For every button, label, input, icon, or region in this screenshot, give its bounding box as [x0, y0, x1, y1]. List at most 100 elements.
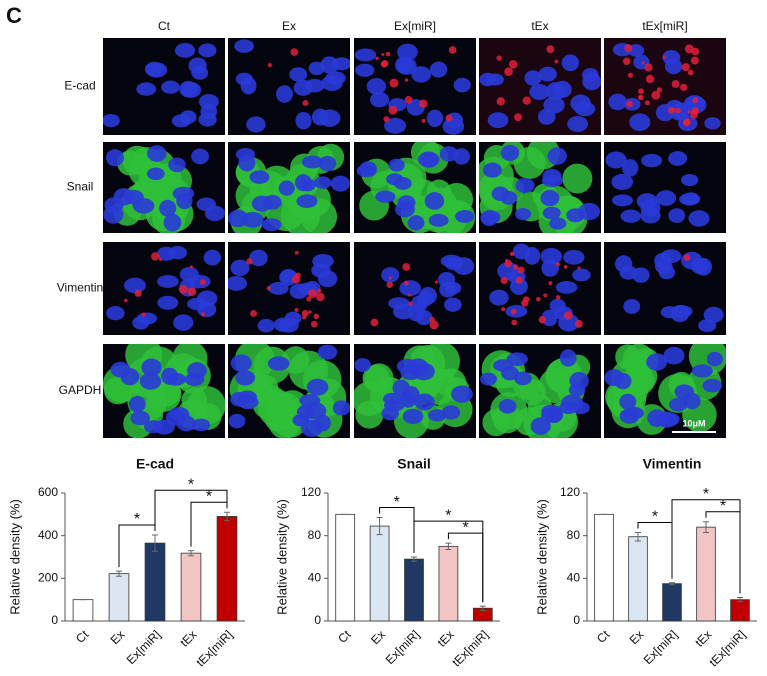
red-stain: [448, 46, 457, 54]
micrograph: [228, 38, 350, 135]
red-stain: [434, 280, 439, 284]
nucleus: [173, 314, 194, 331]
nucleus: [487, 112, 509, 129]
nucleus: [332, 400, 350, 416]
red-stain: [683, 254, 691, 261]
nucleus: [234, 39, 254, 53]
nucleus: [563, 249, 585, 265]
red-stain: [310, 320, 318, 328]
bar: [144, 542, 166, 622]
red-stain: [134, 289, 142, 297]
red-stain: [385, 51, 391, 57]
red-stain: [625, 100, 633, 108]
nucleus: [388, 297, 410, 310]
nucleus: [489, 289, 509, 306]
red-stain: [383, 116, 390, 123]
nucleus: [529, 83, 550, 100]
red-stain: [690, 56, 699, 65]
nucleus: [235, 370, 256, 386]
nucleus: [682, 192, 700, 205]
micrograph: [479, 142, 601, 233]
red-stain: [644, 100, 650, 106]
nucleus: [312, 253, 334, 269]
bar: [730, 599, 750, 622]
panel-label: C: [6, 3, 22, 28]
nucleus: [492, 359, 514, 372]
nucleus: [276, 85, 293, 103]
red-stain: [189, 265, 194, 269]
column-label: Ct: [158, 19, 171, 33]
nucleus: [619, 265, 638, 280]
nucleus: [120, 368, 140, 386]
nucleus: [538, 66, 557, 82]
nucleus: [619, 393, 637, 410]
nucleus: [395, 201, 415, 218]
nucleus: [325, 71, 346, 85]
nucleus: [411, 66, 432, 83]
nucleus: [524, 70, 542, 86]
nucleus: [703, 306, 724, 323]
red-stain: [687, 69, 694, 76]
nucleus: [394, 177, 412, 190]
nucleus: [685, 96, 707, 114]
x-tick-label: Ex: [368, 627, 388, 647]
micrograph: [103, 142, 225, 233]
chart-title: Vimentin: [643, 456, 702, 472]
nucleus: [537, 108, 556, 125]
red-stain: [554, 59, 559, 64]
significance-bracket: [190, 501, 228, 547]
nucleus: [359, 161, 377, 176]
red-stain: [408, 301, 413, 306]
error-bar: [116, 570, 122, 577]
red-stain: [555, 262, 561, 267]
nucleus: [314, 176, 332, 189]
nucleus: [161, 367, 179, 385]
bar: [335, 513, 356, 622]
red-stain: [500, 276, 508, 285]
nucleus: [445, 257, 463, 271]
bar: [628, 536, 648, 622]
nucleus: [498, 399, 517, 414]
nucleus: [608, 93, 627, 111]
micrograph: [479, 242, 601, 335]
nucleus: [198, 94, 219, 110]
red-stain: [546, 45, 555, 54]
nucleus: [412, 362, 435, 381]
nucleus: [480, 372, 498, 386]
green-stain: [562, 163, 593, 194]
green-stain: [625, 366, 655, 396]
significance-star: *: [720, 498, 726, 515]
nucleus: [646, 353, 668, 371]
significance-bracket: [705, 511, 741, 594]
red-stain: [508, 59, 518, 69]
nucleus: [136, 312, 158, 325]
error-bar: [635, 531, 641, 542]
nucleus: [429, 61, 448, 78]
bar: [72, 599, 94, 622]
nucleus: [453, 77, 471, 93]
nucleus: [317, 344, 338, 360]
nucleus: [640, 207, 661, 224]
red-stain: [315, 292, 325, 302]
error-bar: [188, 550, 194, 557]
significance-star: *: [445, 507, 451, 524]
nucleus: [304, 78, 325, 93]
nucleus: [180, 82, 202, 98]
nucleus: [553, 80, 572, 99]
nucleus: [228, 276, 248, 291]
nucleus: [542, 169, 562, 184]
nucleus: [383, 398, 405, 412]
green-stain: [252, 374, 279, 400]
red-stain: [662, 55, 667, 60]
column-label: tEx[miR]: [642, 19, 687, 33]
nucleus: [480, 210, 501, 224]
nucleus: [444, 297, 462, 312]
nucleus: [203, 249, 222, 266]
nucleus: [674, 384, 695, 400]
nucleus: [240, 76, 257, 95]
nucleus: [491, 186, 510, 201]
nucleus: [568, 383, 586, 397]
red-stain: [294, 307, 299, 313]
nucleus: [268, 282, 289, 295]
